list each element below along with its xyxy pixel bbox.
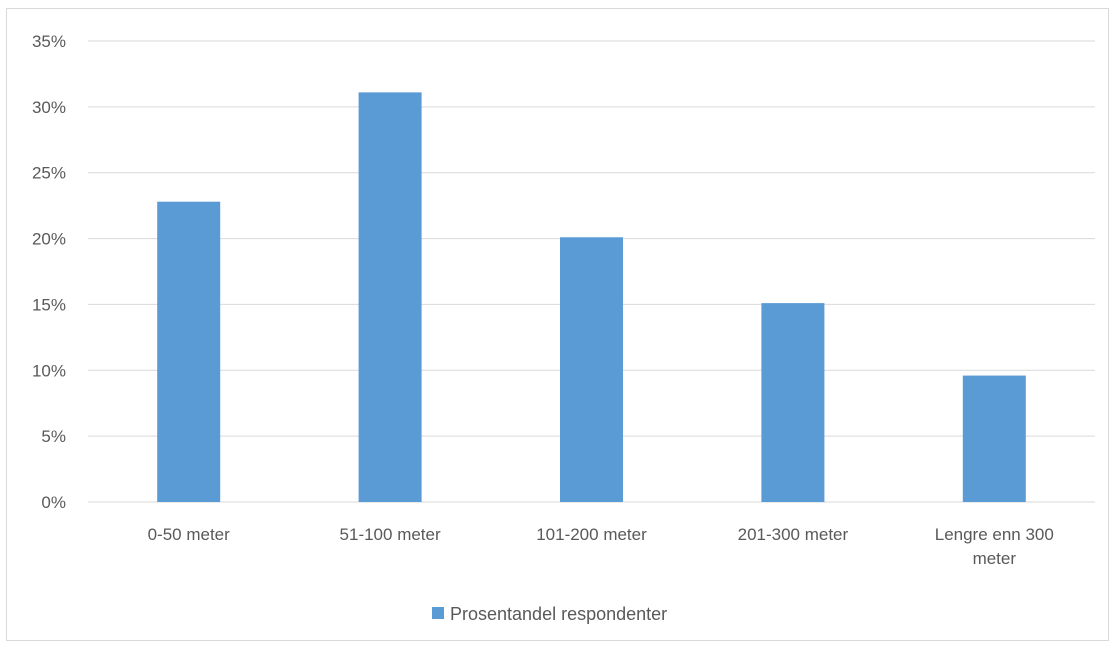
y-tick-label: 35% (32, 32, 66, 51)
bar (962, 375, 1026, 502)
x-tick-label: 101-200 meter (536, 525, 647, 544)
y-tick-label: 20% (32, 230, 66, 249)
legend: Prosentandel respondenter (432, 604, 667, 624)
y-tick-label: 0% (41, 493, 66, 512)
x-tick-label: 51-100 meter (340, 525, 441, 544)
bar (358, 92, 422, 503)
bars (157, 92, 1026, 503)
bar (157, 201, 221, 503)
bar (560, 237, 623, 503)
x-axis-tick-labels: 0-50 meter 51-100 meter 101-200 meter 201-3… (148, 525, 1054, 568)
x-tick-label: 201-300 meter (738, 525, 849, 544)
y-tick-label: 25% (32, 164, 66, 183)
y-tick-label: 30% (32, 98, 66, 117)
y-tick-label: 5% (41, 427, 66, 446)
y-axis-tick-labels: 0% 5% 10% 15% 20% 25% 30% 35% (32, 32, 66, 512)
legend-label: Prosentandel respondenter (450, 604, 667, 624)
legend-swatch (432, 607, 444, 619)
x-tick-label: 0-50 meter (148, 525, 231, 544)
y-tick-label: 10% (32, 361, 66, 380)
bar (761, 303, 825, 502)
y-tick-label: 15% (32, 295, 66, 314)
x-tick-label: Lengre enn 300 (935, 525, 1054, 544)
x-tick-label: meter (973, 549, 1017, 568)
